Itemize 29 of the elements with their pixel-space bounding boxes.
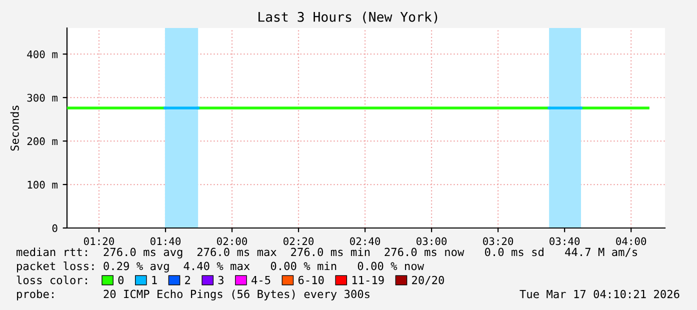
x-tick-label: 02:20 (284, 237, 314, 246)
legend-label: 4-5 (252, 276, 270, 284)
y-axis-title: Seconds (10, 106, 19, 151)
x-tick-label: 03:40 (550, 237, 580, 246)
legend-title: loss color: (16, 276, 87, 284)
legend-label: 6-10 (298, 276, 324, 284)
x-tick-label: 01:20 (84, 237, 114, 246)
x-tick-label: 03:00 (416, 237, 447, 246)
y-tick-label: 200 m (27, 137, 58, 146)
chart-title: Last 3 Hours (New York) (258, 12, 438, 24)
text: median rtt: 276.0 ms avg 276.0 ms max 276.0 ms min 276.0 ms now 0.0 ms sd 44.7 M am/s (16, 248, 638, 258)
x-tick-label: 01:40 (150, 237, 181, 246)
text: packet loss: 0.29 % avg 4.40 % max 0.00 % min 0.00 % now (17, 262, 424, 272)
x-tick-label: 02:00 (217, 237, 248, 246)
legend-label: 2 (185, 276, 190, 284)
legend-label: 1 (152, 276, 157, 284)
legend-label: 0 (118, 276, 124, 284)
legend-label: 3 (218, 276, 224, 284)
y-tick-label: 300 m (27, 94, 58, 102)
x-tick-label: 02:40 (350, 237, 380, 246)
text: probe: 20 ICMP Echo Pings (56 Bytes) every 300s (17, 290, 370, 300)
legend-label: 11-19 (352, 276, 384, 284)
y-tick-label: 400 m (27, 50, 58, 58)
text: Tue Mar 17 04:10:21 2026 (520, 290, 680, 298)
legend-label: 20/20 (412, 276, 444, 286)
y-tick-label: 0 (52, 224, 58, 232)
x-tick-label: 03:20 (483, 237, 514, 246)
x-tick-label: 04:00 (616, 237, 646, 246)
y-tick-label: 100 m (28, 180, 58, 189)
